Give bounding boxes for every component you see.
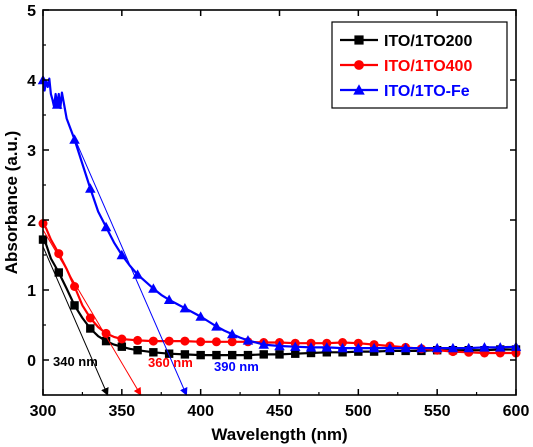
tangent-label: 390 nm bbox=[214, 359, 259, 374]
data-point bbox=[85, 183, 96, 193]
data-point bbox=[275, 350, 284, 359]
data-point bbox=[258, 339, 269, 349]
data-point bbox=[101, 328, 111, 338]
x-axis-title: Wavelength (nm) bbox=[211, 425, 347, 444]
data-point bbox=[148, 336, 158, 346]
data-point bbox=[322, 348, 331, 357]
tangent-label: 340 nm bbox=[53, 354, 98, 369]
legend: ITO/1TO200 ITO/1TO400 ITO/1TO-Fe bbox=[331, 21, 508, 109]
data-point bbox=[259, 350, 268, 359]
legend-entry: ITO/1TO400 bbox=[340, 58, 472, 75]
y-tick-label: 1 bbox=[27, 283, 36, 300]
y-tick-label: 4 bbox=[27, 73, 36, 90]
data-point bbox=[211, 337, 221, 347]
data-point bbox=[148, 283, 159, 293]
series-1 bbox=[38, 219, 521, 358]
data-point bbox=[149, 348, 158, 357]
data-point bbox=[163, 294, 175, 304]
x-tick-label: 600 bbox=[503, 403, 530, 420]
data-point bbox=[180, 350, 190, 359]
data-point bbox=[69, 134, 80, 144]
data-point bbox=[101, 336, 111, 346]
x-tick-label: 500 bbox=[345, 403, 372, 420]
legend-entry: ITO/1TO-Fe bbox=[340, 83, 470, 100]
x-tick-label: 550 bbox=[424, 403, 451, 420]
data-point bbox=[338, 338, 348, 347]
data-point bbox=[337, 342, 348, 353]
data-point bbox=[133, 346, 142, 355]
legend-label: ITO/1TO200 bbox=[384, 33, 472, 50]
data-point bbox=[180, 336, 190, 346]
legend-label: ITO/1TO400 bbox=[384, 58, 472, 75]
data-point bbox=[212, 350, 221, 360]
data-point bbox=[133, 335, 143, 345]
data-point bbox=[70, 282, 80, 291]
data-point bbox=[54, 249, 64, 259]
data-point bbox=[226, 328, 238, 339]
data-point bbox=[384, 342, 396, 353]
x-tick-label: 300 bbox=[30, 403, 57, 420]
data-point bbox=[416, 342, 427, 353]
data-point bbox=[211, 321, 222, 331]
x-tick-label: 350 bbox=[108, 403, 135, 420]
data-point bbox=[228, 350, 237, 360]
data-point bbox=[463, 342, 474, 353]
tangent-line bbox=[42, 246, 109, 396]
y-tick-label: 0 bbox=[27, 353, 36, 370]
data-point bbox=[117, 342, 127, 351]
tangent-label: 360 nm bbox=[148, 355, 193, 370]
data-point bbox=[195, 311, 206, 321]
y-tick-label: 3 bbox=[27, 143, 36, 160]
data-point bbox=[353, 84, 365, 95]
data-point bbox=[51, 99, 63, 109]
data-point bbox=[321, 342, 333, 352]
y-tick-label: 5 bbox=[27, 3, 36, 20]
x-tick-label: 450 bbox=[266, 403, 293, 420]
data-point bbox=[242, 335, 254, 345]
y-tick-label: 2 bbox=[27, 213, 36, 230]
tangent-line bbox=[75, 141, 188, 396]
data-point bbox=[447, 342, 459, 353]
data-point bbox=[353, 342, 364, 353]
tick-layer: 300 350 400 450 500 550 600 0 1 2 3 4 5 bbox=[27, 3, 529, 420]
data-point bbox=[354, 60, 364, 70]
data-point bbox=[70, 301, 79, 310]
data-point bbox=[306, 348, 316, 358]
data-point bbox=[494, 342, 506, 352]
data-point bbox=[354, 35, 364, 45]
data-point bbox=[400, 342, 411, 353]
series-2 bbox=[37, 74, 522, 353]
data-point bbox=[85, 313, 95, 323]
data-point bbox=[116, 249, 128, 260]
data-point bbox=[164, 336, 174, 346]
data-point bbox=[117, 334, 127, 344]
data-point bbox=[243, 350, 253, 360]
data-point bbox=[164, 349, 174, 358]
data-point bbox=[100, 221, 112, 232]
data-point bbox=[368, 342, 380, 353]
data-point bbox=[431, 342, 443, 353]
data-point bbox=[54, 268, 63, 277]
data-point bbox=[290, 341, 301, 351]
data-point bbox=[196, 337, 206, 347]
data-point bbox=[274, 340, 285, 351]
x-tick-label: 400 bbox=[187, 403, 214, 420]
data-point bbox=[479, 342, 490, 352]
legend-label: ITO/1TO-Fe bbox=[384, 83, 470, 100]
tangent-line bbox=[42, 229, 142, 396]
data-point bbox=[179, 302, 191, 313]
plot-layer: 340 nm 360 nm 390 nm bbox=[37, 74, 522, 396]
series-line bbox=[41, 77, 517, 350]
legend-entry: ITO/1TO200 bbox=[340, 33, 472, 50]
data-point bbox=[305, 342, 317, 352]
data-point bbox=[196, 350, 205, 360]
data-point bbox=[227, 337, 237, 347]
y-axis-title: Absorbance (a.u.) bbox=[2, 131, 21, 275]
data-point bbox=[86, 324, 95, 333]
data-point bbox=[291, 349, 300, 358]
